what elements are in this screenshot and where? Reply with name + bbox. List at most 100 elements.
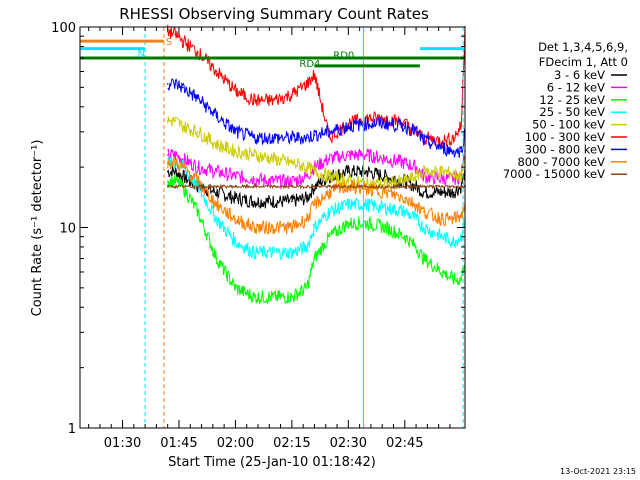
data-point	[460, 175, 463, 178]
x-tick-label: 01:30	[104, 436, 141, 451]
data-point	[306, 218, 308, 220]
data-point	[347, 222, 350, 225]
data-point	[291, 296, 293, 298]
data-point	[347, 180, 350, 183]
x-tick-label: 02:45	[386, 436, 423, 451]
data-point	[366, 222, 369, 225]
data-point	[460, 150, 463, 153]
data-point	[306, 83, 308, 85]
data-point	[174, 170, 176, 173]
x-axis: 01:30 01:45 02:00 02:15 02:30 02:45	[88, 27, 451, 451]
data-point	[215, 170, 218, 173]
data-point	[452, 218, 455, 220]
legend-entry: 100 - 300 keV	[525, 130, 627, 144]
x-tick-label: 02:30	[330, 436, 367, 451]
data-point	[415, 166, 417, 168]
data-point	[306, 287, 308, 289]
data-point	[272, 158, 274, 160]
data-point	[291, 162, 293, 164]
data-point	[215, 257, 218, 260]
flag-label-2: RD0	[333, 50, 354, 61]
data-point	[181, 175, 184, 178]
data-point	[460, 214, 463, 217]
data-point	[422, 257, 425, 260]
data-point	[415, 175, 417, 178]
data-point	[328, 185, 331, 188]
data-point	[272, 226, 274, 229]
data-point	[422, 140, 425, 142]
data-point	[441, 185, 444, 188]
data-point	[328, 175, 331, 178]
data-point	[441, 191, 444, 193]
data-point	[366, 203, 369, 206]
series-line	[167, 156, 466, 262]
data-point	[313, 226, 316, 229]
plot-area: S N RD0 RD4	[80, 24, 466, 428]
legend: Det 1,3,4,5,6,9, FDecim 1, Att 0 3 - 6 k…	[503, 40, 628, 181]
data-point	[234, 131, 237, 133]
data-point	[452, 137, 455, 139]
data-point	[253, 99, 255, 102]
data-point	[441, 271, 444, 273]
data-point	[404, 125, 406, 127]
data-point	[291, 226, 293, 229]
data-point	[328, 158, 331, 160]
data-point	[306, 197, 308, 199]
data-point	[215, 143, 218, 146]
data-point	[272, 185, 274, 188]
data-point	[253, 154, 255, 156]
data-point	[404, 180, 406, 183]
x-tick-label: 02:15	[273, 436, 310, 451]
data-point	[253, 137, 255, 139]
data-point	[313, 257, 316, 260]
legend-label: 50 - 100 keV	[532, 118, 605, 132]
data-point	[313, 73, 316, 76]
series-7	[166, 156, 466, 236]
data-point	[452, 278, 455, 281]
data-point	[441, 146, 444, 149]
data-point	[415, 185, 417, 188]
data-point	[347, 203, 350, 206]
legend-header-line-1: Det 1,3,4,5,6,9,	[538, 40, 628, 54]
x-tick-label: 02:00	[217, 436, 254, 451]
series-6	[166, 78, 466, 158]
data-point	[215, 115, 218, 117]
data-point	[415, 246, 417, 248]
data-point	[328, 191, 331, 193]
y-tick-label: 10	[59, 222, 76, 237]
series-0	[166, 164, 466, 209]
legend-label: 800 - 7000 keV	[517, 155, 605, 169]
data-point	[306, 246, 308, 248]
legend-entry: 12 - 25 keV	[539, 93, 627, 107]
x-axis-label: Start Time (25-Jan-10 01:18:42)	[168, 455, 376, 470]
data-point	[422, 170, 425, 173]
data-point	[422, 191, 425, 193]
data-point	[385, 183, 387, 185]
data-point	[166, 180, 169, 183]
data-point	[166, 120, 169, 122]
series-line	[167, 148, 466, 190]
legend-label: 25 - 50 keV	[539, 105, 605, 119]
legend-entry: 3 - 6 keV	[554, 68, 627, 82]
data-point	[460, 125, 463, 127]
data-point	[197, 185, 199, 188]
data-point	[197, 180, 199, 183]
data-point	[313, 185, 316, 188]
data-point	[215, 218, 218, 220]
data-point	[347, 125, 350, 127]
data-point	[366, 170, 369, 173]
data-point	[215, 70, 218, 73]
data-point	[328, 131, 331, 133]
data-point	[234, 197, 237, 199]
data-point	[460, 278, 463, 281]
data-point	[452, 191, 455, 193]
data-point	[174, 162, 176, 164]
data-point	[234, 150, 237, 153]
series-line	[167, 174, 466, 305]
data-point	[174, 33, 176, 36]
data-point	[291, 93, 293, 96]
data-point	[291, 137, 293, 139]
data-point	[197, 97, 199, 100]
data-point	[404, 185, 406, 188]
data-point	[422, 210, 425, 213]
